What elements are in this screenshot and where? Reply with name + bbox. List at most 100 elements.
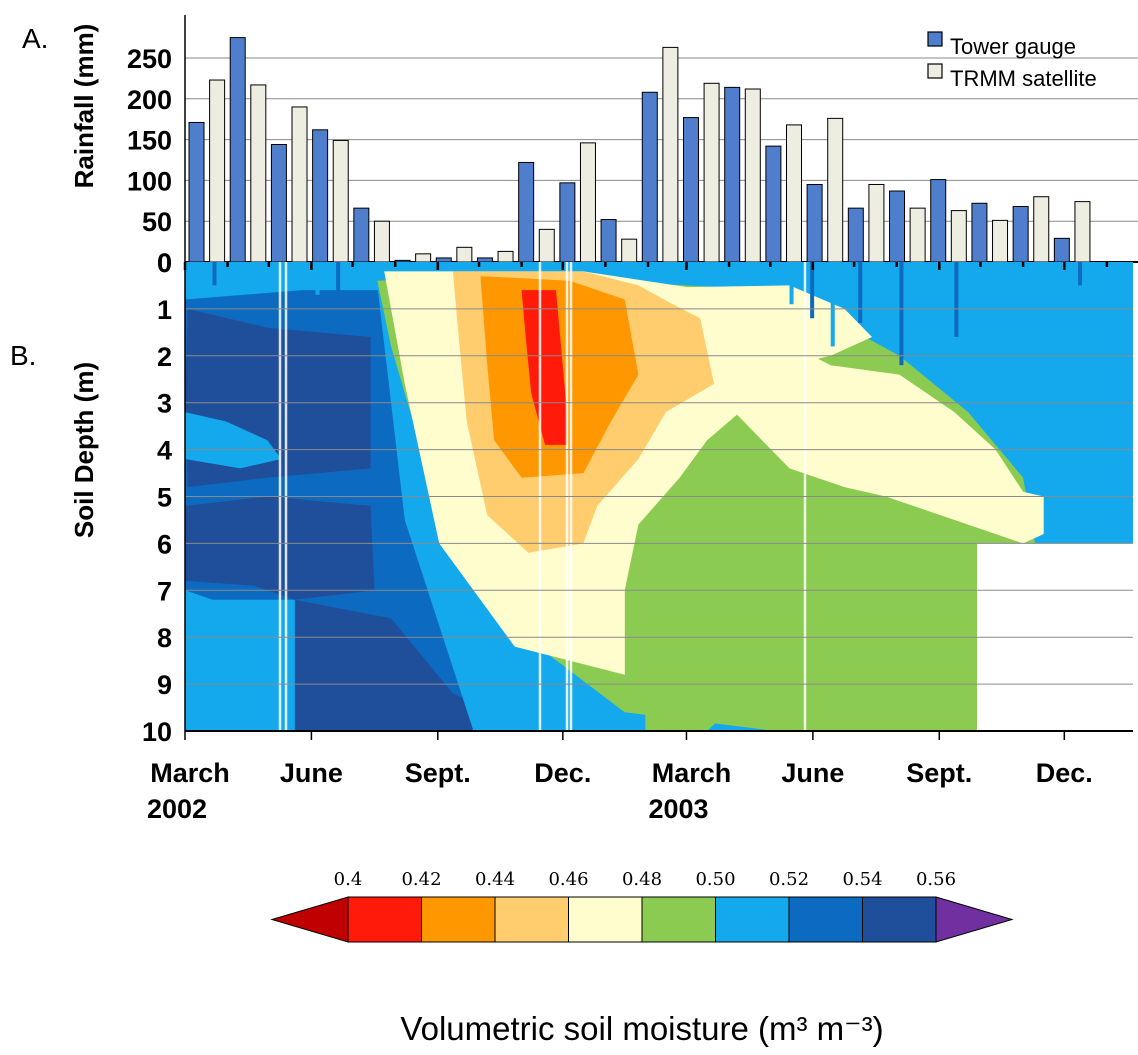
time-tick-label: Dec.: [534, 758, 591, 788]
colorbar-swatch: [788, 896, 863, 943]
moisture-region-cyan: [185, 590, 254, 731]
depth-tick-label: 3: [157, 389, 172, 419]
bar-trmm-satellite: [827, 117, 844, 263]
depth-tick-label: 10: [142, 717, 172, 747]
colorbar-tick-label: 0.44: [475, 869, 515, 890]
moisture-region-green: [645, 487, 776, 731]
colorbar-tick-label: 0.4: [334, 869, 363, 890]
depth-tick-label: 1: [157, 295, 172, 325]
bar-tower-gauge: [600, 219, 617, 263]
time-tick-label: March: [652, 758, 732, 788]
bar-tower-gauge: [1053, 237, 1070, 263]
bar-tower-gauge: [806, 183, 823, 263]
bar-trmm-satellite: [497, 250, 514, 263]
bar-tower-gauge: [559, 182, 576, 263]
rainfall-tick-label: 50: [142, 207, 172, 237]
bar-tower-gauge: [188, 121, 205, 263]
bar-tower-gauge: [641, 91, 658, 263]
time-tick-year-label: 2002: [147, 794, 207, 824]
rainfall-tick-label: 150: [127, 126, 172, 156]
colorbar-swatch: [347, 896, 422, 943]
legend-swatch: [927, 31, 943, 47]
bar-tower-gauge: [229, 37, 246, 263]
bar-trmm-satellite: [373, 220, 390, 263]
rainfall-tick-label: 100: [127, 166, 172, 196]
rainfall-tick-label: 200: [127, 85, 172, 115]
rainfall-bar-chart: 0 50 100 150 200 250 Tower gauge TRMM satellite: [127, 15, 1138, 278]
colorbar-high-extend: [935, 896, 1014, 943]
bar-trmm-satellite: [785, 124, 802, 263]
time-tick-label: Sept.: [906, 758, 972, 788]
bar-tower-gauge: [682, 117, 699, 263]
rainfall-tick-label: 250: [127, 44, 172, 74]
bar-trmm-satellite: [950, 210, 967, 263]
depth-tick-label: 4: [157, 436, 172, 466]
surface-streak: [810, 262, 815, 319]
surface-streak: [212, 262, 217, 286]
bar-tower-gauge: [312, 129, 329, 263]
time-tick-label: Sept.: [405, 758, 471, 788]
surface-streak: [926, 262, 931, 309]
bar-trmm-satellite: [250, 84, 267, 263]
surface-streak: [1078, 262, 1083, 286]
bar-trmm-satellite: [538, 228, 555, 263]
colorbar-tick-label: 0.46: [548, 869, 588, 890]
time-tick-year-label: 2003: [648, 794, 708, 824]
bar-tower-gauge: [270, 143, 287, 263]
soil-depth-axis-label: Soil Depth (m): [69, 362, 99, 538]
depth-tick-label: 8: [157, 623, 172, 653]
rainfall-tick-label: 0: [157, 248, 172, 278]
bar-trmm-satellite: [415, 253, 432, 263]
legend-label: Tower gauge: [950, 34, 1076, 59]
legend-label: TRMM satellite: [950, 66, 1097, 91]
bar-trmm-satellite: [621, 238, 638, 263]
depth-tick-label: 2: [157, 342, 172, 372]
bar-tower-gauge: [435, 257, 452, 263]
moisture-region-red: [521, 290, 567, 445]
bar-tower-gauge: [930, 179, 947, 263]
surface-streak: [878, 262, 883, 295]
depth-tick-label: 5: [157, 483, 172, 513]
bar-trmm-satellite: [662, 46, 679, 263]
bar-tower-gauge: [889, 190, 906, 263]
depth-tick-label: 0: [157, 248, 172, 278]
moisture-region-cyan: [185, 412, 282, 469]
legend-swatch: [927, 63, 943, 79]
moisture-region-navy: [294, 599, 550, 731]
bar-trmm-satellite: [579, 142, 596, 263]
colorbar-swatch: [568, 896, 643, 943]
bar-tower-gauge: [971, 202, 988, 263]
bar-tower-gauge: [847, 207, 864, 263]
depth-tick-label: 7: [157, 576, 172, 606]
surface-streak: [315, 262, 320, 295]
colorbar-swatch: [862, 896, 937, 943]
bar-trmm-satellite: [992, 219, 1009, 263]
bar-trmm-satellite: [209, 79, 226, 263]
colorbar-tick-label: 0.48: [622, 869, 662, 890]
time-tick-label: Dec.: [1036, 758, 1093, 788]
colorbar-swatch: [715, 896, 790, 943]
bar-tower-gauge: [724, 86, 741, 263]
bar-trmm-satellite: [332, 139, 349, 263]
soil-moisture-contour-plot: 0 1 2 3 4 5 6 7 8 9 10 March 2002 June Sept. Dec. March 2…: [142, 248, 1133, 824]
time-tick-label: March: [150, 758, 230, 788]
colorbar-tick-label: 0.50: [695, 869, 735, 890]
time-tick-label: June: [781, 758, 844, 788]
surface-streak: [954, 262, 959, 338]
bar-tower-gauge: [476, 257, 493, 263]
bar-trmm-satellite: [1033, 196, 1050, 263]
panel-b-label: B.: [10, 340, 36, 371]
colorbar: 0.4 0.42 0.44 0.46 0.48 0.50 0.52 0.54 0.56 Volum…: [270, 869, 1014, 1047]
colorbar-tick-label: 0.54: [842, 869, 882, 890]
bar-trmm-satellite: [1074, 201, 1091, 263]
bar-trmm-satellite: [868, 183, 885, 263]
surface-streak: [336, 262, 341, 300]
time-tick-label: June: [280, 758, 343, 788]
colorbar-tick-label: 0.52: [769, 869, 809, 890]
depth-tick-label: 6: [157, 529, 172, 559]
colorbar-title: Volumetric soil moisture (m³ m⁻³): [400, 1010, 883, 1047]
colorbar-tick-label: 0.42: [401, 869, 441, 890]
surface-streak: [830, 262, 835, 347]
bar-tower-gauge: [518, 161, 535, 263]
surface-streak: [858, 262, 863, 323]
